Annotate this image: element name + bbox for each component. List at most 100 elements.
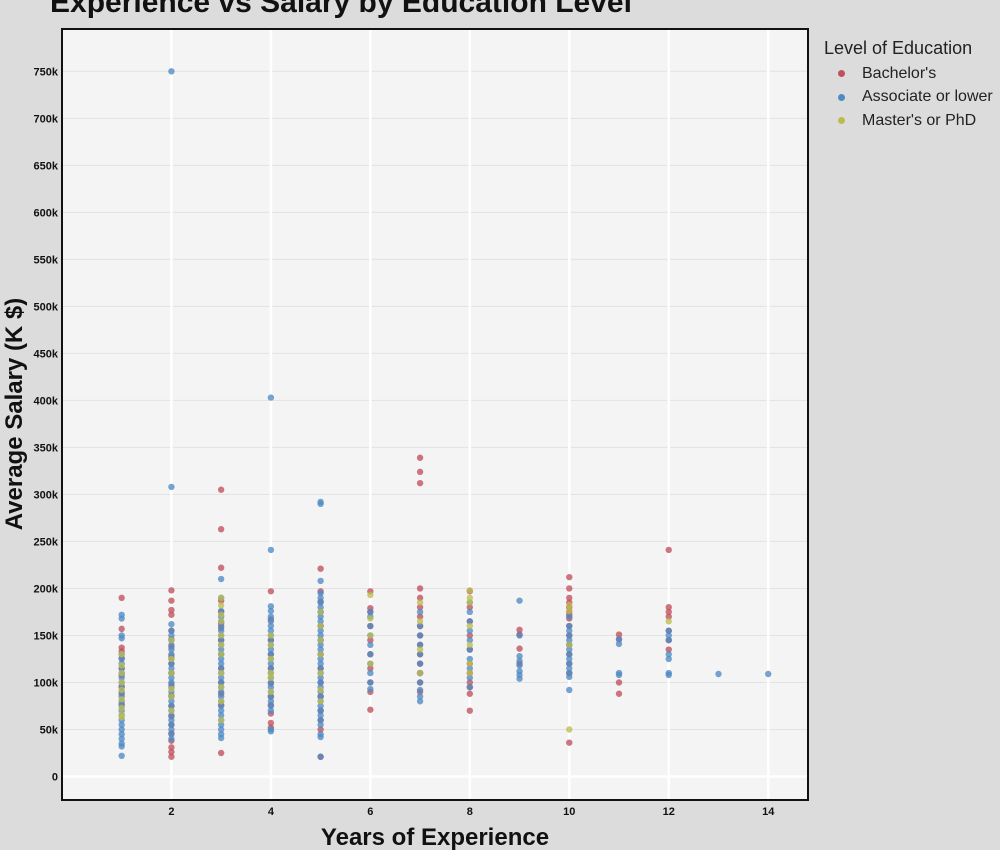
- data-point: [168, 627, 175, 634]
- data-point: [566, 607, 573, 615]
- data-point: [168, 735, 175, 743]
- data-point: [466, 604, 474, 611]
- data-point: [217, 622, 225, 630]
- data-point: [217, 526, 225, 533]
- data-point: [317, 577, 324, 585]
- data-point: [317, 636, 324, 644]
- data-point: [317, 565, 324, 572]
- data-point: [466, 665, 474, 672]
- data-point: [416, 479, 424, 487]
- y-tick-label: 550k: [34, 254, 59, 266]
- data-point: [217, 716, 225, 724]
- data-point: [416, 608, 424, 616]
- data-point: [416, 604, 424, 611]
- data-point: [267, 646, 275, 653]
- data-point: [317, 500, 324, 508]
- data-point: [168, 68, 175, 75]
- data-point: [217, 641, 225, 649]
- data-point: [267, 688, 275, 696]
- y-tick-label: 350k: [34, 442, 59, 454]
- data-point: [217, 698, 225, 705]
- data-point: [217, 594, 225, 602]
- data-point: [466, 683, 474, 691]
- data-point: [416, 693, 424, 700]
- data-point: [466, 618, 474, 625]
- data-point: [217, 575, 225, 583]
- data-point: [367, 679, 374, 686]
- data-point: [168, 716, 175, 724]
- data-point: [267, 707, 275, 714]
- data-point: [168, 597, 175, 604]
- data-point: [267, 632, 275, 639]
- data-point: [267, 698, 275, 705]
- data-point: [118, 721, 125, 728]
- data-point: [416, 613, 424, 620]
- data-point: [566, 655, 573, 663]
- data-point: [615, 690, 623, 697]
- data-point: [466, 679, 474, 686]
- data-point: [416, 454, 424, 461]
- y-tick-label: 0: [52, 771, 58, 783]
- data-point: [665, 613, 672, 620]
- data-point: [416, 646, 424, 653]
- data-point: [566, 739, 573, 746]
- data-point: [168, 587, 175, 594]
- y-tick-label: 700k: [34, 113, 59, 125]
- data-point: [267, 651, 275, 658]
- data-point: [267, 702, 275, 710]
- data-point: [317, 632, 324, 639]
- data-point: [665, 655, 672, 663]
- data-point: [217, 632, 225, 639]
- y-tick-label: 150k: [34, 630, 59, 642]
- data-point: [416, 641, 424, 649]
- data-point: [317, 660, 324, 667]
- data-point: [217, 655, 225, 663]
- data-point: [217, 693, 225, 700]
- x-tick-label: 8: [467, 806, 473, 818]
- data-point: [665, 627, 672, 634]
- data-point: [566, 594, 573, 602]
- data-point: [217, 712, 225, 719]
- tick-labels: 0 50k 100k 150k 200k 250k 300k 350k 400k 450k 500k…: [34, 66, 776, 818]
- legend-item-bachelors[interactable]: Bachelor's: [824, 62, 993, 86]
- data-point: [416, 651, 424, 658]
- data-point: [516, 675, 523, 682]
- y-tick-label: 650k: [34, 160, 59, 172]
- data-point: [416, 632, 424, 639]
- data-point: [168, 730, 175, 738]
- data-point: [267, 728, 275, 735]
- data-point: [367, 685, 374, 693]
- data-point: [317, 753, 324, 760]
- data-point: [317, 698, 324, 705]
- legend-item-masters-or-phd[interactable]: Master's or PhD: [824, 109, 993, 133]
- data-point: [516, 632, 523, 639]
- data-point: [267, 603, 275, 610]
- legend-swatch-masters-or-phd: [838, 117, 845, 125]
- legend-item-associate-or-lower[interactable]: Associate or lower: [824, 86, 993, 110]
- data-point: [566, 585, 573, 592]
- data-point: [466, 594, 474, 602]
- x-tick-label: 2: [168, 806, 174, 818]
- data-point: [466, 587, 474, 594]
- data-point: [317, 594, 324, 602]
- data-point: [317, 655, 324, 663]
- data-point: [665, 608, 672, 616]
- data-point: [217, 749, 225, 757]
- data-point: [168, 669, 175, 677]
- data-points: [118, 68, 772, 760]
- data-point: [665, 651, 672, 658]
- data-point: [168, 665, 175, 672]
- data-point: [317, 665, 324, 672]
- data-point: [466, 707, 474, 714]
- data-point: [267, 618, 275, 625]
- data-point: [516, 626, 523, 634]
- data-point: [665, 632, 672, 639]
- data-point: [317, 627, 324, 634]
- data-point: [466, 608, 474, 616]
- data-point: [217, 618, 225, 625]
- data-point: [367, 669, 374, 677]
- data-point: [317, 646, 324, 653]
- data-point: [566, 651, 573, 658]
- data-point: [416, 618, 424, 625]
- chart-title: Experience vs Salary by Education Level: [50, 0, 632, 19]
